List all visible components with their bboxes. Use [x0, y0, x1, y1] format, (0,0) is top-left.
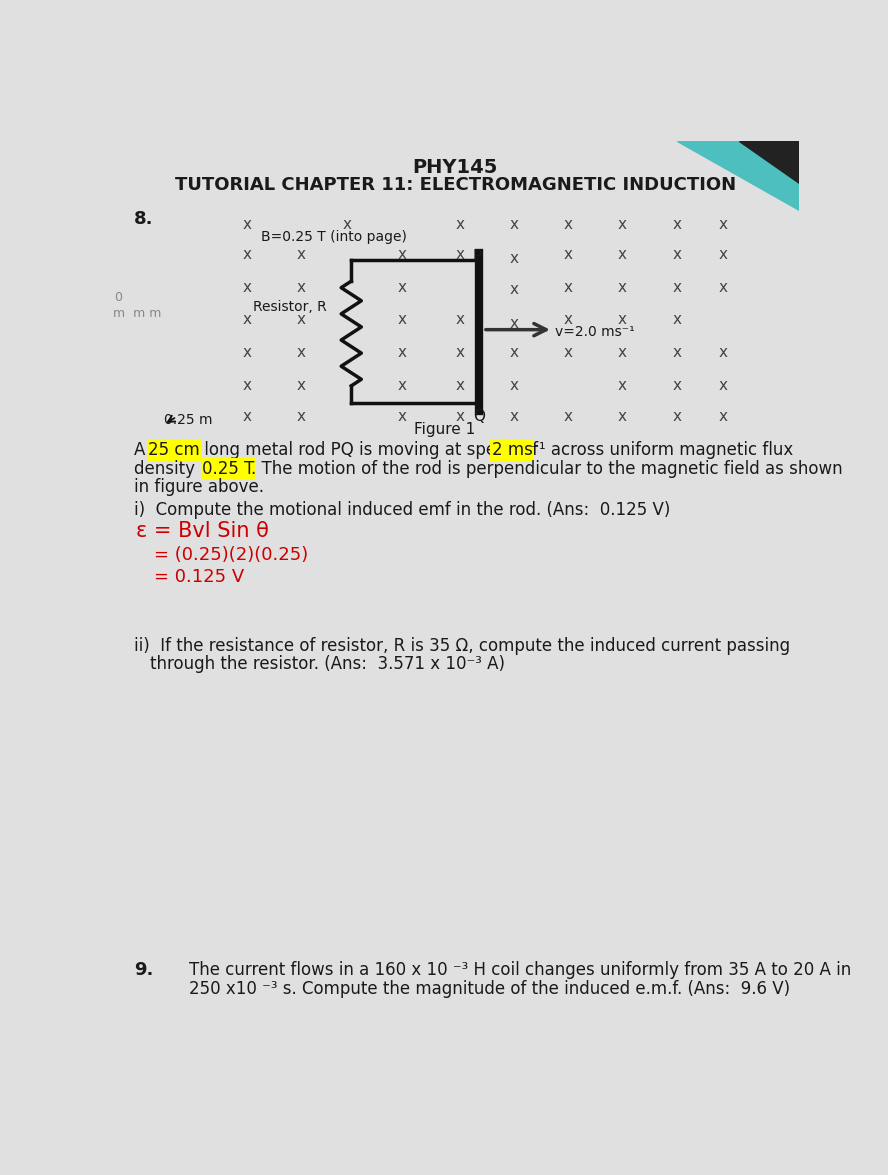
- Text: x: x: [618, 345, 627, 361]
- Text: x: x: [456, 248, 464, 262]
- Text: x: x: [718, 216, 728, 231]
- Text: x: x: [397, 280, 406, 295]
- Text: x: x: [397, 248, 406, 262]
- Text: x: x: [297, 313, 305, 327]
- Text: x: x: [456, 313, 464, 327]
- Text: x: x: [297, 409, 305, 424]
- Text: PHY145: PHY145: [412, 157, 498, 177]
- Text: x: x: [297, 280, 305, 295]
- Text: x: x: [718, 409, 728, 424]
- Text: x: x: [564, 345, 573, 361]
- Text: x: x: [456, 378, 464, 394]
- Text: x: x: [618, 280, 627, 295]
- Text: x: x: [672, 378, 681, 394]
- Text: ε = Bvl Sin θ: ε = Bvl Sin θ: [136, 522, 269, 542]
- Text: m  m m: m m m: [113, 307, 161, 320]
- Text: x: x: [510, 378, 519, 394]
- Text: through the resistor. (Ans:  3.571 x 10⁻³ A): through the resistor. (Ans: 3.571 x 10⁻³…: [150, 656, 504, 673]
- Text: x: x: [242, 313, 251, 327]
- Text: 0.25 T: 0.25 T: [202, 459, 255, 478]
- Text: x: x: [672, 248, 681, 262]
- Text: x: x: [242, 248, 251, 262]
- Text: The current flows in a 160 x 10 ⁻³ H coil changes uniformly from 35 A to 20 A in: The current flows in a 160 x 10 ⁻³ H coi…: [188, 961, 851, 979]
- Text: x: x: [618, 378, 627, 394]
- Text: v=2.0 ms⁻¹: v=2.0 ms⁻¹: [555, 325, 635, 340]
- Text: 2 ms: 2 ms: [492, 442, 533, 459]
- Text: 0.25 m: 0.25 m: [163, 412, 212, 427]
- Text: x: x: [618, 216, 627, 231]
- Text: x: x: [397, 345, 406, 361]
- Text: x: x: [242, 216, 251, 231]
- Text: x: x: [397, 313, 406, 327]
- Text: x: x: [564, 409, 573, 424]
- Text: A: A: [134, 442, 151, 459]
- Text: x: x: [242, 345, 251, 361]
- Text: x: x: [397, 378, 406, 394]
- Text: x: x: [672, 216, 681, 231]
- Text: long metal rod PQ is moving at speed of: long metal rod PQ is moving at speed of: [199, 442, 543, 459]
- Text: x: x: [718, 378, 728, 394]
- Polygon shape: [739, 141, 799, 183]
- Text: Resistor, R: Resistor, R: [253, 301, 327, 315]
- Text: . The motion of the rod is perpendicular to the magnetic field as shown: . The motion of the rod is perpendicular…: [250, 459, 842, 478]
- Text: x: x: [297, 345, 305, 361]
- Text: x: x: [564, 248, 573, 262]
- Text: Q: Q: [473, 409, 485, 424]
- Text: 250 x10 ⁻³ s. Compute the magnitude of the induced e.m.f. (Ans:  9.6 V): 250 x10 ⁻³ s. Compute the magnitude of t…: [188, 980, 789, 998]
- Text: x: x: [672, 409, 681, 424]
- Text: x: x: [510, 251, 519, 267]
- Text: x: x: [718, 280, 728, 295]
- Text: ii)  If the resistance of resistor, R is 35 Ω, compute the induced current passi: ii) If the resistance of resistor, R is …: [134, 637, 790, 654]
- Text: x: x: [618, 409, 627, 424]
- Text: x: x: [456, 409, 464, 424]
- Text: x: x: [510, 282, 519, 297]
- Text: x: x: [618, 248, 627, 262]
- Text: x: x: [718, 248, 728, 262]
- Text: x: x: [397, 409, 406, 424]
- Text: in figure above.: in figure above.: [134, 478, 265, 496]
- Text: x: x: [242, 409, 251, 424]
- Text: P: P: [473, 249, 482, 264]
- Text: = (0.25)(2)(0.25): = (0.25)(2)(0.25): [154, 546, 308, 564]
- Text: ⁻¹ across uniform magnetic flux: ⁻¹ across uniform magnetic flux: [525, 442, 793, 459]
- Text: x: x: [672, 345, 681, 361]
- Text: x: x: [343, 216, 352, 231]
- Text: x: x: [510, 345, 519, 361]
- Text: x: x: [618, 313, 627, 327]
- Text: 9.: 9.: [134, 961, 154, 979]
- Text: density of: density of: [134, 459, 222, 478]
- Text: x: x: [456, 216, 464, 231]
- Text: x: x: [242, 280, 251, 295]
- Text: 8.: 8.: [134, 210, 154, 228]
- Text: B=0.25 T (into page): B=0.25 T (into page): [260, 229, 407, 243]
- Text: 0: 0: [114, 291, 122, 304]
- Text: x: x: [718, 345, 728, 361]
- Text: = 0.125 V: = 0.125 V: [154, 568, 244, 585]
- Text: x: x: [297, 248, 305, 262]
- Text: x: x: [564, 280, 573, 295]
- Text: Figure 1: Figure 1: [414, 422, 475, 437]
- Text: TUTORIAL CHAPTER 11: ELECTROMAGNETIC INDUCTION: TUTORIAL CHAPTER 11: ELECTROMAGNETIC IND…: [175, 176, 735, 194]
- Text: x: x: [242, 378, 251, 394]
- Text: x: x: [510, 409, 519, 424]
- Text: i)  Compute the motional induced emf in the rod. (Ans:  0.125 V): i) Compute the motional induced emf in t…: [134, 502, 670, 519]
- Polygon shape: [677, 141, 799, 210]
- Text: x: x: [672, 280, 681, 295]
- Text: x: x: [456, 345, 464, 361]
- Text: 25 cm: 25 cm: [148, 442, 200, 459]
- Text: x: x: [564, 216, 573, 231]
- Text: x: x: [564, 313, 573, 327]
- Text: x: x: [297, 378, 305, 394]
- Text: x: x: [510, 216, 519, 231]
- Text: x: x: [672, 313, 681, 327]
- Text: x: x: [510, 316, 519, 331]
